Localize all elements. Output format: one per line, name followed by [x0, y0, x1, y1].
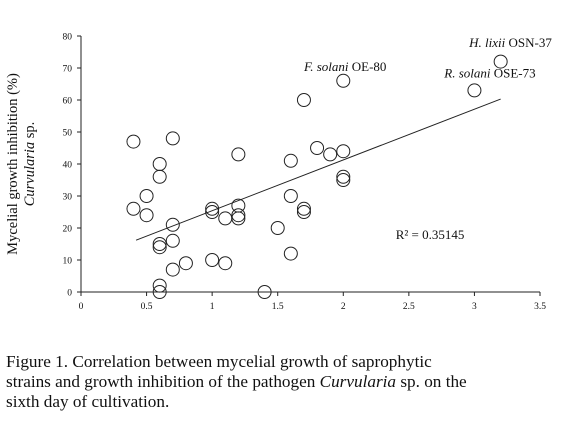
y-tick-label: 70	[63, 65, 73, 75]
data-point	[152, 169, 167, 184]
x-tick-label: 3.5	[534, 302, 546, 312]
point-annotation: F. solani OE-80	[303, 59, 386, 74]
r-squared-label: R² = 0.35145	[396, 227, 465, 242]
trendline	[135, 98, 501, 241]
data-point	[126, 134, 141, 149]
y-tick-label: 60	[63, 97, 73, 107]
x-tick-label: 3	[472, 302, 477, 312]
data-point	[336, 73, 351, 88]
y-tick-label: 80	[63, 33, 73, 43]
y-tick-label: 30	[63, 193, 73, 203]
data-point	[139, 189, 154, 203]
caption-line-1: Figure 1. Correlation between mycelial g…	[6, 352, 432, 371]
annotations: F. solani OE-80 H. lixii OSN-37 R. solani …	[303, 35, 552, 80]
data-point	[231, 147, 246, 162]
caption-line-2b: sp. on the	[396, 372, 467, 391]
caption-line-2a: strains and growth inhibition of the pat…	[6, 372, 320, 391]
scatter-chart: 0 0.5 1 1.5 2 2.5 3 3.5 0 10 20 30 40 50 60 70 80 R² = 0…	[5, 33, 552, 313]
x-tick-label: 2	[341, 302, 346, 312]
data-point	[152, 285, 167, 299]
data-point	[152, 240, 167, 255]
data-point	[152, 237, 167, 251]
data-point	[467, 83, 482, 98]
y-tick-label: 50	[63, 129, 73, 139]
y-tick-label: 0	[67, 289, 72, 299]
y-axis-label: Mycelial growth inhibition (%)	[5, 73, 21, 255]
data-point	[152, 157, 167, 171]
data-point	[139, 208, 154, 223]
figure-caption: Figure 1. Correlation between mycelial g…	[6, 352, 555, 412]
x-tick-label: 1	[210, 302, 215, 312]
data-point	[283, 246, 298, 261]
caption-line-3: sixth day of cultivation.	[6, 392, 170, 411]
ticks	[77, 35, 541, 296]
data-point	[152, 278, 167, 293]
data-point	[218, 256, 233, 271]
data-point	[283, 189, 298, 203]
caption-italic: Curvularia	[319, 372, 397, 391]
data-point	[205, 201, 220, 216]
y-axis-label-organism: Curvularia sp.	[22, 122, 38, 207]
point-annotation: H. lixii OSN-37	[468, 35, 552, 50]
data-point	[165, 262, 180, 277]
data-point	[296, 205, 311, 219]
data-point	[165, 233, 180, 248]
x-tick-label: 0	[79, 302, 84, 312]
data-point	[323, 147, 338, 162]
data-point	[336, 144, 351, 159]
data-point	[231, 208, 246, 223]
data-point	[310, 141, 325, 155]
data-point	[296, 93, 311, 107]
data-point	[336, 169, 351, 184]
data-points	[126, 54, 508, 299]
data-point	[336, 173, 351, 187]
data-point	[126, 201, 141, 216]
data-point	[205, 205, 220, 219]
x-tick-label: 2.5	[403, 302, 415, 312]
y-tick-label: 20	[63, 225, 73, 235]
data-point	[165, 217, 180, 232]
data-point	[231, 211, 246, 226]
data-point	[165, 131, 180, 146]
data-point	[493, 54, 508, 69]
tick-labels: 0 0.5 1 1.5 2 2.5 3 3.5 0 10 20 30 40 50 60 70 80	[63, 33, 547, 313]
data-point	[205, 253, 220, 267]
data-point	[218, 211, 233, 226]
x-tick-label: 0.5	[141, 302, 153, 312]
y-tick-label: 40	[63, 161, 73, 171]
y-tick-label: 10	[63, 257, 73, 267]
point-annotation: R. solani OSE-73	[443, 66, 535, 81]
data-point	[270, 221, 285, 235]
data-point	[283, 153, 298, 168]
x-tick-label: 1.5	[272, 302, 284, 312]
data-point	[257, 285, 272, 299]
data-point	[296, 201, 311, 216]
data-point	[178, 256, 193, 271]
